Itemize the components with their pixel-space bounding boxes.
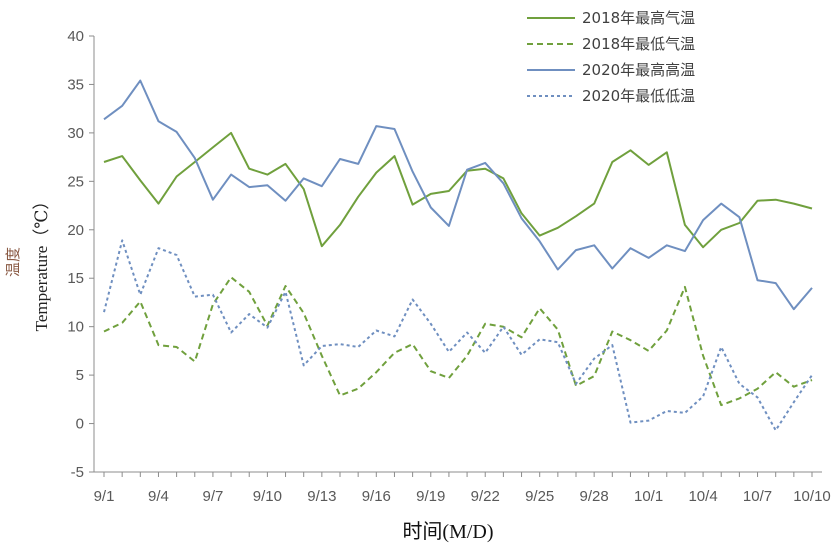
x-tick-label: 9/28	[580, 488, 609, 505]
series-line-4	[103, 239, 813, 432]
y-axis-title-en: Temperature（℃）	[32, 193, 51, 332]
y-tick-label: 5	[76, 367, 84, 384]
series-line-2	[103, 276, 813, 407]
y-axis-title-cn: 温度	[4, 247, 22, 277]
y-axis: -5 0 5 10 15 20 25 30 35 40	[67, 28, 95, 481]
y-tick-label: 35	[67, 76, 84, 93]
legend-label: 2020年最低低温	[582, 87, 695, 105]
x-tick-label: 10/7	[743, 488, 772, 505]
y-tick-label: 10	[67, 319, 84, 336]
y-tick-label: 30	[67, 125, 84, 142]
x-tick-label: 9/1	[94, 488, 115, 505]
x-axis-title: 时间(M/D)	[402, 520, 493, 543]
y-axis-title: 温度	[4, 247, 22, 277]
x-tick-label: 9/25	[525, 488, 554, 505]
y-tick-label: 0	[76, 416, 84, 433]
y-tick-label: 40	[67, 28, 84, 45]
y-tick-label: 25	[67, 173, 84, 190]
y-tick-label: -5	[71, 464, 84, 481]
x-tick-label: 10/4	[688, 488, 717, 505]
plot-lines	[103, 79, 813, 432]
x-tick-label: 9/10	[253, 488, 282, 505]
series-line-3	[103, 79, 813, 311]
legend-label: 2018年最高气温	[582, 9, 695, 27]
x-axis: 9/1 9/4 9/7 9/10 9/13 9/16 9/19 9/22 9/25 9/28 10/…	[94, 471, 831, 505]
x-tick-label: 10/1	[634, 488, 663, 505]
y-tick-label: 20	[67, 222, 84, 239]
x-tick-label: 9/19	[416, 488, 445, 505]
y-tick-label: 15	[67, 270, 84, 287]
legend: 2018年最高气温 2018年最低气温 2020年最高高温 2020年最低低温	[527, 9, 695, 105]
x-tick-label: 9/22	[471, 488, 500, 505]
series-line-1	[103, 131, 813, 249]
x-tick-label: 9/4	[148, 488, 169, 505]
x-tick-label: 9/16	[362, 488, 391, 505]
y-axis-title-en-group: Temperature（℃）	[32, 193, 51, 332]
legend-label: 2018年最低气温	[582, 35, 695, 53]
x-tick-label: 9/13	[307, 488, 336, 505]
x-tick-label: 10/10	[793, 488, 831, 505]
x-tick-label: 9/7	[202, 488, 223, 505]
legend-label: 2020年最高高温	[582, 61, 695, 79]
